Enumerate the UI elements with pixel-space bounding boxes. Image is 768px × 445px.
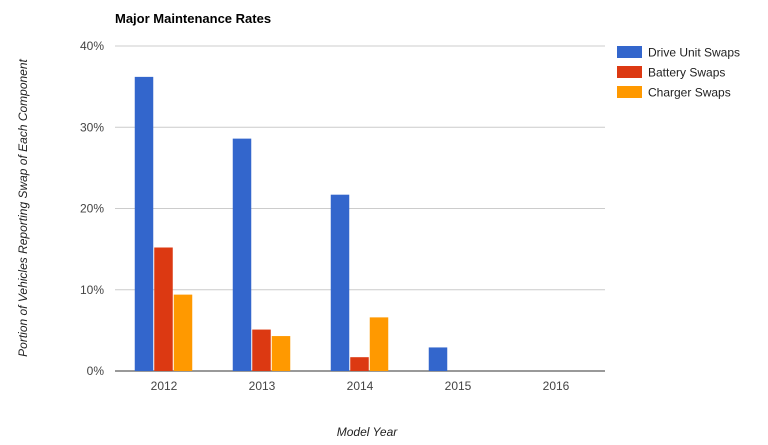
x-tick-label: 2013 <box>249 379 276 393</box>
legend-label: Charger Swaps <box>648 86 731 100</box>
bar[interactable] <box>154 247 173 372</box>
y-tick-label: 10% <box>80 283 104 297</box>
y-axis-title: Portion of Vehicles Reporting Swap of Ea… <box>16 58 30 356</box>
x-axis-ticks: 2012 2013 2014 2015 2016 <box>151 379 570 393</box>
legend-label: Battery Swaps <box>648 66 725 80</box>
y-tick-label: 0% <box>87 364 105 378</box>
bar[interactable] <box>173 294 193 371</box>
legend-swatch <box>617 86 642 98</box>
bar[interactable] <box>232 138 252 371</box>
x-tick-label: 2012 <box>151 379 178 393</box>
bar[interactable] <box>330 194 350 371</box>
y-tick-label: 40% <box>80 39 104 53</box>
x-tick-label: 2014 <box>347 379 374 393</box>
bar[interactable] <box>350 357 369 371</box>
y-tick-label: 20% <box>80 202 104 216</box>
bar[interactable] <box>252 329 271 371</box>
legend-swatch <box>617 66 642 78</box>
x-tick-label: 2015 <box>445 379 472 393</box>
y-axis-ticks: 0% 10% 20% 30% 40% <box>80 39 104 378</box>
y-tick-label: 30% <box>80 120 104 134</box>
chart-title: Major Maintenance Rates <box>115 11 271 26</box>
bars <box>134 76 448 372</box>
legend-swatch <box>617 46 642 58</box>
bar[interactable] <box>134 76 154 371</box>
gridlines <box>115 45 605 372</box>
legend: Drive Unit Swaps Battery Swaps Charger Swa… <box>617 46 740 100</box>
x-axis-title: Model Year <box>337 425 398 439</box>
bar[interactable] <box>369 317 389 371</box>
bar[interactable] <box>271 336 291 371</box>
x-tick-label: 2016 <box>543 379 570 393</box>
legend-label: Drive Unit Swaps <box>648 46 740 60</box>
bar[interactable] <box>428 347 448 371</box>
